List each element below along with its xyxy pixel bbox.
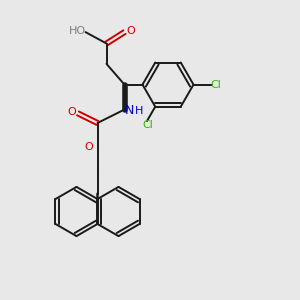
Text: O: O — [67, 107, 76, 117]
Text: HO: HO — [68, 26, 86, 36]
Text: N: N — [124, 104, 134, 118]
Text: Cl: Cl — [142, 120, 153, 130]
Text: O: O — [127, 26, 136, 36]
Text: H: H — [135, 106, 144, 116]
Text: O: O — [85, 142, 94, 152]
Text: Cl: Cl — [211, 80, 221, 90]
